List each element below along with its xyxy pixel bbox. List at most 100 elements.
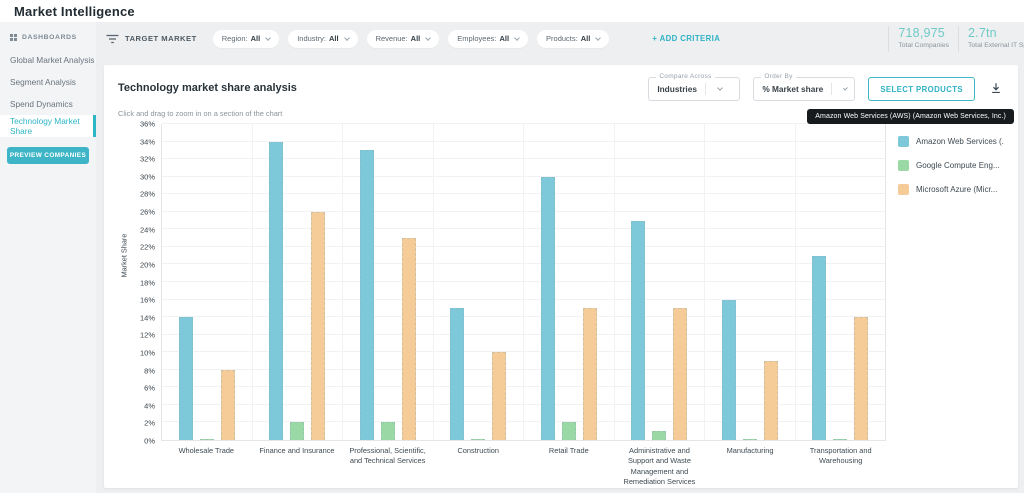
x-axis-label: Manufacturing — [726, 446, 774, 455]
plus-icon: + — [652, 34, 658, 43]
category-column — [162, 124, 253, 440]
stat-label: Total External IT Spend — [968, 41, 1024, 49]
legend-swatch-google-compute — [898, 160, 909, 171]
preview-companies-button[interactable]: PREVIEW COMPANIES — [7, 147, 89, 164]
legend-item-azure[interactable]: Microsoft Azure (Micr... — [898, 184, 1004, 195]
bar[interactable] — [311, 211, 326, 440]
pill-label: Industry: — [297, 34, 326, 43]
bar[interactable] — [763, 361, 778, 440]
legend-item-google-compute[interactable]: Google Compute Eng... — [898, 160, 1004, 171]
chevron-down-icon — [842, 85, 848, 91]
pill-value: All — [328, 34, 339, 43]
bar[interactable] — [290, 422, 305, 440]
filter-pill-region[interactable]: Region: All — [212, 29, 280, 48]
chevron-down-icon — [265, 34, 272, 41]
filter-pill-employees[interactable]: Employees: All — [448, 29, 529, 48]
y-tick-label: 4% — [144, 401, 155, 411]
filter-pill-industry[interactable]: Industry: All — [288, 29, 358, 48]
divider — [831, 83, 832, 95]
x-axis-labels: Wholesale Trade Finance and Insurance Prof… — [161, 446, 886, 487]
stat-label: Total Companies — [898, 41, 949, 49]
bar[interactable] — [471, 439, 486, 440]
y-axis: 0% 2% 4% 6% 8% 10% 12% 14% 16% 18% 20% 22% 24% 26% 28%… — [131, 120, 161, 446]
plot-area[interactable] — [161, 123, 886, 441]
download-button[interactable] — [988, 80, 1004, 99]
category-column — [343, 124, 434, 440]
bar-tooltip: Amazon Web Services (AWS) (Amazon Web Se… — [807, 109, 1014, 124]
sidebar-item-spend-dynamics[interactable]: Spend Dynamics — [10, 99, 73, 109]
order-by-select[interactable]: Order By % Market share — [753, 73, 856, 101]
bar[interactable] — [359, 150, 374, 440]
y-tick-label: 36% — [139, 119, 155, 129]
filter-funnel-icon — [106, 34, 119, 43]
stat-total-companies: 718,975 Total Companies — [888, 25, 958, 52]
y-tick-label: 34% — [139, 137, 155, 147]
dashboards-grid-icon — [10, 34, 17, 41]
filter-bar: TARGET MARKET Region: All Industry: All Re… — [96, 22, 1024, 55]
filter-pill-revenue[interactable]: Revenue: All — [366, 29, 440, 48]
x-axis-label: Transportation and Warehousing — [809, 446, 872, 466]
stat-value: 718,975 — [898, 25, 945, 40]
bar[interactable] — [220, 369, 235, 440]
bar[interactable] — [854, 317, 869, 440]
y-axis-title: Market Share — [119, 233, 129, 278]
chart-title: Technology market share analysis — [118, 82, 297, 94]
bar[interactable] — [199, 439, 214, 440]
select-value: % Market share — [762, 84, 824, 94]
legend-swatch-azure — [898, 184, 909, 195]
sidebar-item-technology-market-share[interactable]: Technology Market Share — [0, 115, 96, 137]
bar[interactable] — [178, 317, 193, 440]
bar[interactable] — [812, 255, 827, 440]
bar[interactable] — [721, 299, 736, 440]
chevron-down-icon — [717, 85, 723, 91]
bars-row — [162, 124, 885, 440]
y-axis-title-wrap: Market Share — [118, 124, 131, 441]
chart-area: Market Share 0% 2% 4% 6% 8% 10% 12% 14% 16% 18% 20… — [118, 120, 1005, 487]
compare-across-select[interactable]: Compare Across Industries — [648, 73, 741, 101]
bar[interactable] — [380, 422, 395, 440]
select-products-button[interactable]: SELECT PRODUCTS — [868, 77, 975, 101]
chart-hint: Click and drag to zoom in on a section o… — [118, 109, 283, 118]
y-tick-label: 24% — [139, 225, 155, 235]
bar[interactable] — [673, 308, 688, 440]
bar[interactable] — [492, 352, 507, 440]
bar[interactable] — [582, 308, 597, 440]
y-tick-label: 28% — [139, 189, 155, 199]
chevron-down-icon — [514, 34, 520, 41]
y-tick-label: 32% — [139, 154, 155, 164]
bar[interactable] — [631, 220, 646, 440]
bar[interactable] — [561, 422, 576, 440]
bar[interactable] — [652, 431, 667, 440]
sidebar-item-segment-analysis[interactable]: Segment Analysis — [10, 77, 76, 87]
stat-total-external-it-spend: 2.7tn Total External IT Spend — [958, 25, 1024, 52]
add-criteria-button[interactable]: + ADD CRITERIA — [652, 34, 720, 43]
legend-label: Google Compute Eng... — [916, 161, 1000, 170]
chevron-down-icon — [343, 34, 350, 41]
legend-item-aws[interactable]: Amazon Web Services (... — [898, 136, 1004, 147]
x-axis-label: Construction — [457, 446, 499, 455]
chevron-down-icon — [425, 34, 432, 41]
gridline — [162, 123, 885, 124]
sidebar-item-global-market-analysis[interactable]: Global Market Analysis — [10, 55, 95, 65]
sidebar-section-label: DASHBOARDS — [22, 34, 77, 41]
divider — [704, 83, 706, 95]
y-tick-label: 26% — [139, 207, 155, 217]
x-axis-label: Finance and Insurance — [259, 446, 335, 455]
pill-value: All — [499, 34, 510, 43]
filter-pill-products[interactable]: Products: All — [537, 29, 610, 48]
bar[interactable] — [742, 439, 757, 440]
pill-label: Region: — [221, 34, 248, 43]
bar[interactable] — [540, 176, 555, 440]
category-column — [524, 124, 615, 440]
pill-label: Products: — [546, 34, 578, 43]
select-label: Compare Across — [656, 73, 715, 80]
pill-label: Revenue: — [375, 34, 408, 43]
y-tick-label: 10% — [139, 348, 155, 358]
bar[interactable] — [833, 439, 848, 440]
y-tick-label: 20% — [139, 260, 155, 270]
bar[interactable] — [269, 141, 284, 440]
page-title: Market Intelligence — [14, 3, 135, 19]
category-column — [796, 124, 886, 440]
bar[interactable] — [450, 308, 465, 440]
bar[interactable] — [401, 238, 416, 440]
